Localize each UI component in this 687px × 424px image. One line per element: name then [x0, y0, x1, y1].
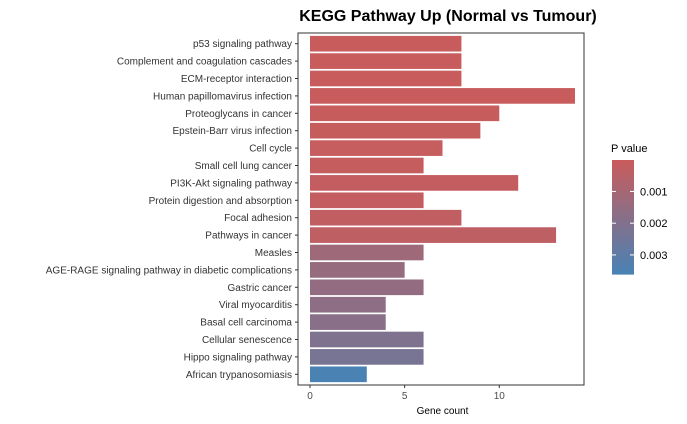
category-label-10: Focal adhesion [224, 213, 292, 224]
category-label-18: Hippo signaling pathway [184, 352, 292, 363]
bar-9 [310, 192, 424, 209]
category-label-4: Proteoglycans in cancer [185, 109, 292, 120]
bar-1 [310, 53, 462, 69]
bar-8 [310, 175, 519, 191]
legend-gradient-strip-28 [612, 239, 634, 244]
legend-gradient-strip-2 [612, 165, 634, 170]
legend-gradient-strip-16 [612, 205, 634, 210]
legend-title: P value [611, 143, 648, 155]
bar-4 [310, 105, 500, 122]
legend-gradient-strip-34 [612, 256, 634, 261]
legend-gradient-strip-8 [612, 182, 634, 187]
legend-gradient-strip-14 [612, 199, 634, 204]
legend-gradient-strip-3 [612, 168, 634, 172]
category-label-9: Protein digestion and absorption [149, 196, 292, 207]
x-axis-title: Gene count [417, 406, 469, 417]
bar-11 [310, 227, 557, 243]
bar-19 [310, 366, 367, 383]
legend-gradient-strip-38 [612, 268, 634, 272]
category-label-16: Basal cell carcinoma [200, 318, 292, 329]
x-tick-label-2: 10 [494, 391, 506, 402]
category-label-6: Cell cycle [249, 144, 292, 155]
plot-panel-border [297, 32, 585, 386]
x-tick-label-0: 0 [307, 391, 313, 402]
legend-gradient-strip-15 [612, 202, 634, 207]
legend-gradient-strip-39 [612, 271, 634, 275]
bar-0 [310, 35, 462, 52]
legend-gradient-strip-37 [612, 265, 634, 269]
legend-gradient-strip-36 [612, 262, 634, 267]
legend-gradient-strip-31 [612, 248, 634, 252]
bar-17 [310, 331, 424, 348]
legend-gradient-strip-26 [612, 234, 634, 238]
bar-10 [310, 209, 462, 226]
category-label-0: p53 signaling pathway [193, 39, 292, 50]
legend-gradient-strip-4 [612, 171, 634, 175]
category-label-11: Pathways in cancer [205, 231, 292, 242]
legend-label-1: 0.002 [640, 218, 668, 230]
category-label-3: Human papillomavirus infection [153, 91, 292, 102]
legend-gradient-strip-32 [612, 251, 634, 255]
category-label-5: Epstein-Barr virus infection [173, 126, 293, 137]
bar-15 [310, 296, 386, 313]
legend-gradient-strip-9 [612, 185, 634, 190]
legend-gradient-strip-27 [612, 236, 634, 241]
legend-gradient-strip-13 [612, 197, 634, 201]
legend-gradient-strip-0 [612, 160, 634, 164]
legend-gradient-strip-7 [612, 179, 634, 184]
legend-gradient-strip-24 [612, 228, 634, 232]
category-label-8: PI3K-Akt signaling pathway [170, 178, 292, 189]
bar-3 [310, 88, 575, 104]
category-label-19: African trypanosomiasis [186, 370, 292, 381]
bar-6 [310, 140, 443, 156]
legend-gradient-strip-6 [612, 177, 634, 181]
category-label-13: AGE-RAGE signaling pathway in diabetic c… [46, 265, 292, 276]
category-label-14: Gastric cancer [228, 283, 293, 294]
legend-gradient-strip-10 [612, 188, 634, 192]
bar-5 [310, 122, 481, 139]
legend-gradient-strip-18 [612, 211, 634, 215]
legend-gradient-strip-25 [612, 231, 634, 235]
legend-gradient-strip-11 [612, 191, 634, 195]
legend-gradient-strip-19 [612, 214, 634, 218]
legend-gradient-strip-23 [612, 225, 634, 229]
color-legend: P value 0.001 0.002 0.003 [611, 143, 668, 275]
bar-7 [310, 157, 424, 174]
plot-area: p53 signaling pathway Complement and coag… [46, 32, 585, 417]
legend-gradient-strip-33 [612, 254, 634, 258]
legend-gradient-strip-20 [612, 217, 634, 221]
legend-gradient-strip-21 [612, 219, 634, 224]
category-label-1: Complement and coagulation cascades [117, 57, 292, 68]
legend-gradient-strip-30 [612, 245, 634, 249]
legend-label-0: 0.001 [640, 186, 668, 198]
legend-gradient-strip-5 [612, 174, 634, 178]
bar-14 [310, 279, 424, 296]
category-label-12: Measles [255, 248, 292, 259]
legend-gradient-strip-1 [612, 162, 634, 167]
bar-2 [310, 70, 462, 87]
chart-title: KEGG Pathway Up (Normal vs Tumour) [299, 8, 597, 25]
x-tick-label-1: 5 [402, 391, 408, 402]
legend-label-2: 0.003 [640, 250, 668, 262]
legend-gradient-strip-35 [612, 259, 634, 264]
bar-16 [310, 314, 386, 330]
category-label-15: Viral myocarditis [219, 300, 292, 311]
legend-gradient-strip-12 [612, 194, 634, 198]
bar-12 [310, 244, 424, 261]
legend-gradient-strip-29 [612, 242, 634, 247]
legend-gradient-strip-17 [612, 208, 634, 212]
bar-13 [310, 262, 405, 278]
category-label-17: Cellular senescence [202, 335, 292, 346]
category-label-2: ECM-receptor interaction [181, 74, 292, 85]
bar-18 [310, 349, 424, 365]
category-label-7: Small cell lung cancer [195, 161, 293, 172]
legend-gradient-strip-22 [612, 222, 634, 227]
